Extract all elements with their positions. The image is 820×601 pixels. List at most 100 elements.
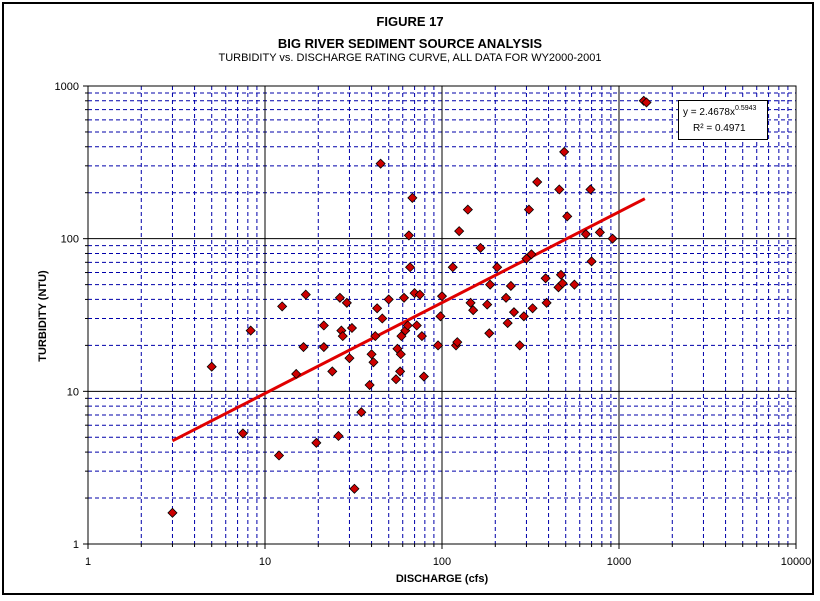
x-tick-label: 1 — [85, 556, 91, 568]
y-tick-label: 1 — [73, 539, 79, 551]
data-point — [390, 374, 402, 385]
data-point — [554, 184, 565, 195]
data-point — [462, 204, 473, 215]
tick-labels: 1 10 100 1000 10000 1 10 100 1000 — [55, 81, 812, 568]
data-point — [485, 279, 496, 290]
data-point — [398, 292, 410, 303]
data-point — [409, 288, 420, 299]
data-point — [318, 341, 329, 353]
data-point — [411, 320, 422, 331]
data-point — [432, 340, 444, 351]
x-axis-label: DISCHARGE (cfs) — [396, 573, 489, 585]
data-point — [555, 269, 567, 280]
equation-exponent: 0.5943 — [734, 105, 757, 112]
data-points — [167, 95, 652, 518]
data-point — [327, 366, 338, 377]
data-point — [482, 299, 493, 310]
data-point — [505, 280, 516, 292]
data-point — [291, 368, 302, 380]
data-point — [484, 328, 495, 339]
data-point — [418, 371, 429, 382]
data-point — [532, 176, 543, 188]
data-point — [407, 192, 418, 203]
data-point — [436, 291, 448, 302]
data-point — [245, 325, 256, 336]
data-point — [435, 311, 446, 322]
data-point — [403, 230, 414, 241]
r-squared-value: R² = 0.4971 — [693, 123, 746, 134]
data-point — [395, 349, 406, 360]
y-tick-label: 10 — [67, 386, 79, 398]
data-point — [311, 437, 322, 448]
major-gridlines — [88, 86, 796, 544]
data-point — [377, 313, 388, 324]
data-point — [370, 331, 381, 342]
data-point — [298, 341, 309, 353]
x-tick-label: 10000 — [781, 556, 812, 568]
data-point — [349, 483, 360, 494]
data-point — [562, 211, 573, 222]
data-point — [237, 428, 248, 439]
data-point — [206, 361, 217, 372]
data-point — [585, 184, 596, 195]
data-point — [318, 320, 329, 331]
data-point — [375, 158, 386, 169]
data-point — [557, 278, 568, 289]
data-point — [368, 357, 379, 368]
data-point — [540, 273, 551, 284]
data-point — [383, 294, 394, 305]
data-point — [586, 256, 597, 267]
x-tick-label: 100 — [433, 556, 451, 568]
data-point — [364, 379, 375, 391]
data-point — [356, 407, 367, 418]
data-point — [508, 307, 520, 318]
data-point — [416, 331, 427, 342]
data-point — [300, 289, 311, 300]
data-point — [273, 450, 285, 461]
data-point — [526, 249, 537, 260]
data-point — [607, 233, 618, 244]
data-point — [541, 297, 552, 308]
y-tick-label: 100 — [61, 234, 79, 246]
power-trendline — [171, 197, 646, 443]
equation-base: y = 2.4678x — [683, 107, 735, 118]
trendline-equation: y = 2.4678x0.5943 — [683, 105, 756, 118]
x-tick-label: 1000 — [607, 556, 631, 568]
data-point — [334, 292, 345, 303]
data-point — [333, 430, 344, 442]
data-point — [641, 97, 652, 108]
data-point — [344, 353, 355, 364]
data-point — [337, 331, 348, 342]
data-point — [580, 229, 591, 240]
data-point — [502, 318, 513, 329]
data-point — [594, 227, 605, 238]
data-point — [468, 305, 479, 316]
data-point — [523, 204, 535, 215]
trendline-equation-box: y = 2.4678x0.5943 R² = 0.4971 — [678, 100, 768, 140]
y-tick-label: 1000 — [55, 81, 79, 93]
data-point — [559, 146, 570, 157]
data-point — [465, 297, 476, 308]
data-point — [454, 226, 465, 237]
data-point — [492, 262, 503, 273]
data-point — [452, 337, 463, 348]
x-tick-label: 10 — [259, 556, 271, 568]
data-point — [518, 311, 529, 322]
data-point — [366, 349, 377, 360]
chart-title: FIGURE 17 — [376, 14, 444, 29]
data-point — [167, 507, 178, 518]
data-point — [346, 322, 358, 334]
data-point — [404, 262, 416, 273]
data-point — [475, 242, 486, 253]
data-point — [569, 279, 580, 290]
axis-ticks — [83, 85, 797, 549]
chart-subtitle-2: TURBIDITY vs. DISCHARGE RATING CURVE, AL… — [218, 52, 602, 64]
data-point — [402, 320, 413, 331]
data-point — [447, 262, 458, 273]
data-point — [414, 289, 425, 300]
data-point — [341, 297, 352, 308]
data-point — [500, 292, 512, 303]
y-axis-label: TURBIDITY (NTU) — [37, 270, 49, 362]
data-point — [527, 303, 538, 314]
